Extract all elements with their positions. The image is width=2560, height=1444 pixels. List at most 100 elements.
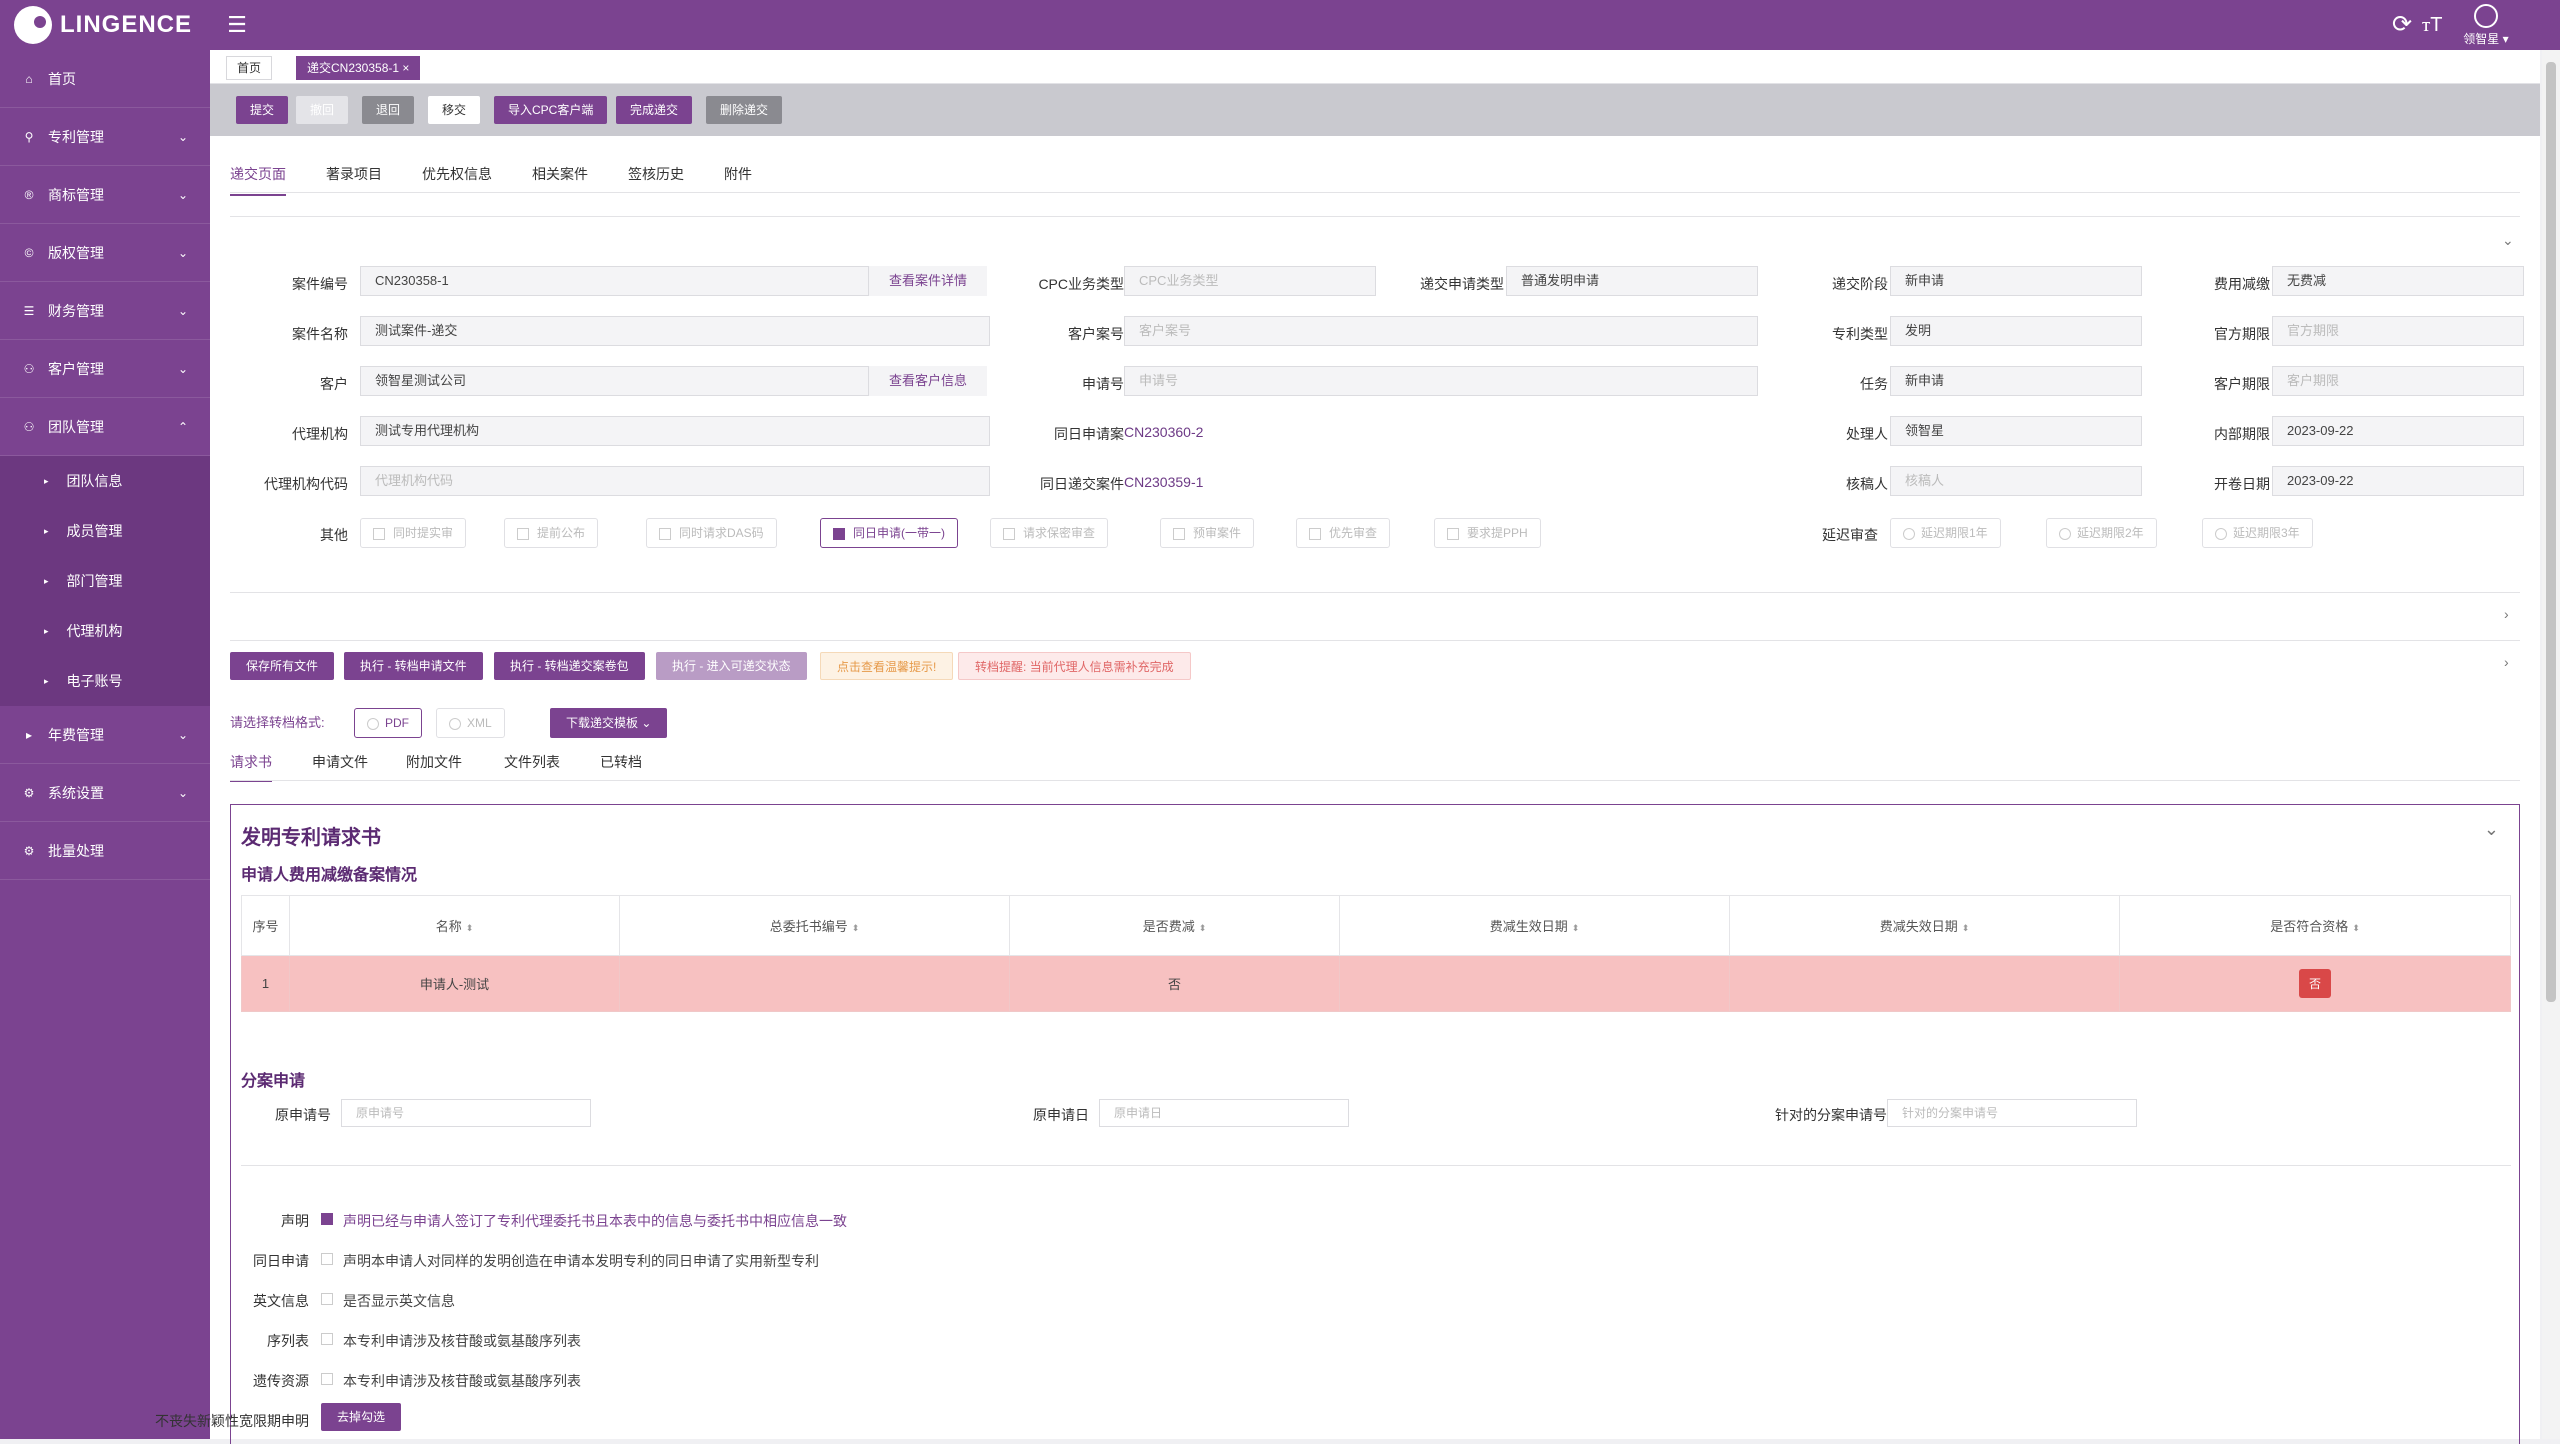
submit-button[interactable]: 提交 — [236, 96, 289, 124]
sidebar-item-finance[interactable]: ☰ 财务管理 ⌄ — [0, 282, 210, 340]
uncheck-button[interactable]: 去掉勾选 — [321, 1403, 402, 1431]
enter-submittable-button[interactable]: 执行 - 进入可递交状态 — [656, 652, 807, 680]
tab-priority[interactable]: 优先权信息 — [422, 166, 492, 182]
sidebar-item-patent[interactable]: ⚲ 专利管理 ⌄ — [0, 108, 210, 166]
save-all-files-button[interactable]: 保存所有文件 — [230, 652, 335, 680]
radio-delay-2y[interactable]: 延迟期限2年 — [2046, 518, 2157, 548]
page-tab-home[interactable]: 首页 — [226, 56, 273, 80]
sidebar-subitem-members[interactable]: ▸ 成员管理 — [0, 506, 210, 556]
sidebar-item-team[interactable]: ⚇ 团队管理 ⌃ — [0, 398, 210, 456]
decl-checkbox[interactable] — [321, 1213, 333, 1225]
view-case-button[interactable]: 查看案件详情 — [868, 266, 988, 296]
convert-package-button[interactable]: 执行 - 转档递交案卷包 — [494, 652, 645, 680]
chevron-right-icon[interactable]: › — [2504, 654, 2509, 670]
tab-app-files[interactable]: 申请文件 — [312, 754, 368, 770]
return-button[interactable]: 退回 — [362, 96, 415, 124]
page-tab-submission[interactable]: 递交CN230358-1 × — [296, 56, 421, 80]
radio-delay-3y[interactable]: 延迟期限3年 — [2202, 518, 2313, 548]
transfer-button[interactable]: 移交 — [428, 96, 481, 124]
tab-approval-history[interactable]: 签核历史 — [628, 166, 684, 182]
client-deadline-field[interactable]: 客户期限 — [2272, 366, 2524, 396]
table-row[interactable]: 1 申请人-测试 否 否 — [241, 955, 2511, 1012]
logo[interactable]: LINGENCE — [14, 6, 192, 44]
menu-toggle-icon[interactable]: ☰ — [227, 12, 247, 37]
tab-bibliographic[interactable]: 著录项目 — [326, 166, 382, 182]
agency-field[interactable]: 测试专用代理机构 — [360, 416, 990, 446]
checkbox-same-exam[interactable]: 同时提实审 — [360, 518, 467, 548]
sidebar-item-settings[interactable]: ⚙ 系统设置 ⌄ — [0, 764, 210, 822]
tab-converted[interactable]: 已转档 — [600, 754, 642, 770]
sidebar-subitem-departments[interactable]: ▸ 部门管理 — [0, 556, 210, 606]
stage-field[interactable]: 新申请 — [1890, 266, 2142, 296]
fee-field[interactable]: 无费减 — [2272, 266, 2524, 296]
official-deadline-field[interactable]: 官方期限 — [2272, 316, 2524, 346]
tab-request[interactable]: 请求书 — [230, 752, 272, 782]
radio-xml[interactable]: XML — [436, 708, 505, 738]
sidebar-item-copyright[interactable]: © 版权管理 ⌄ — [0, 224, 210, 282]
tab-file-list[interactable]: 文件列表 — [504, 754, 560, 770]
tips-button[interactable]: 点击查看温馨提示! — [820, 652, 954, 680]
complete-submission-button[interactable]: 完成递交 — [616, 96, 693, 124]
sameday-app-link[interactable]: CN230360-2 — [1124, 424, 1204, 440]
sameday-sub-link[interactable]: CN230359-1 — [1124, 474, 1204, 490]
scrollbar[interactable] — [2542, 50, 2560, 1439]
checkbox-early-publish[interactable]: 提前公布 — [504, 518, 599, 548]
case-name-field[interactable]: 测试案件-递交 — [360, 316, 990, 346]
user-menu[interactable]: 领智星 ▾ — [2456, 2, 2516, 48]
checkbox-pph[interactable]: 要求提PPH — [1434, 518, 1541, 548]
app-no-field[interactable]: 申请号 — [1124, 366, 1758, 396]
client-field[interactable]: 领智星测试公司 — [360, 366, 870, 396]
collapse-chevron-icon[interactable]: ⌄ — [2502, 232, 2514, 248]
target-field[interactable]: 针对的分案申请号 — [1887, 1099, 2137, 1127]
download-template-button[interactable]: 下载递交模板 ⌄ — [550, 708, 668, 738]
sidebar-item-trademark[interactable]: ® 商标管理 ⌄ — [0, 166, 210, 224]
col-header[interactable]: 总委托书编号 ⬍ — [619, 895, 1010, 956]
tab-submission-page[interactable]: 递交页面 — [230, 164, 286, 196]
orig-date-field[interactable]: 原申请日 — [1099, 1099, 1349, 1127]
sub-type-field[interactable]: 普通发明申请 — [1506, 266, 1758, 296]
col-header[interactable]: 是否费减 ⬍ — [1009, 895, 1340, 956]
sidebar-item-home[interactable]: ⌂ 首页 — [0, 50, 210, 108]
sidebar-item-client[interactable]: ⚇ 客户管理 ⌄ — [0, 340, 210, 398]
close-icon[interactable]: × — [402, 61, 410, 75]
reviewer-field[interactable]: 核稿人 — [1890, 466, 2142, 496]
withdraw-button[interactable]: 撤回 — [296, 96, 349, 124]
collapse-chevron-icon[interactable]: ⌄ — [2483, 819, 2499, 839]
sidebar-item-batch[interactable]: ⚙ 批量处理 — [0, 822, 210, 880]
sidebar-subitem-agencies[interactable]: ▸ 代理机构 — [0, 606, 210, 656]
checkbox-secrecy-review[interactable]: 请求保密审查 — [990, 518, 1109, 548]
tab-extra-files[interactable]: 附加文件 — [406, 754, 462, 770]
tab-attachments[interactable]: 附件 — [724, 166, 752, 182]
col-header[interactable]: 名称 ⬍ — [289, 895, 620, 956]
patent-type-field[interactable]: 发明 — [1890, 316, 2142, 346]
sidebar-subitem-team-info[interactable]: ▸ 团队信息 — [0, 456, 210, 506]
tab-related-cases[interactable]: 相关案件 — [532, 166, 588, 182]
decl-checkbox[interactable] — [321, 1253, 333, 1265]
open-date-field[interactable]: 2023-09-22 — [2272, 466, 2524, 496]
import-cpc-button[interactable]: 导入CPC客户端 — [494, 96, 608, 124]
col-header[interactable]: 费减失效日期 ⬍ — [1729, 895, 2120, 956]
decl-checkbox[interactable] — [321, 1333, 333, 1345]
view-client-button[interactable]: 查看客户信息 — [868, 366, 988, 396]
sidebar-subitem-e-accounts[interactable]: ▸ 电子账号 — [0, 656, 210, 706]
delete-submission-button[interactable]: 删除递交 — [706, 96, 783, 124]
internal-deadline-field[interactable]: 2023-09-22 — [2272, 416, 2524, 446]
agency-code-field[interactable]: 代理机构代码 — [360, 466, 990, 496]
radio-pdf[interactable]: PDF — [354, 708, 422, 738]
checkbox-same-day-app[interactable]: 同日申请(一带一) — [820, 518, 958, 548]
decl-checkbox[interactable] — [321, 1293, 333, 1305]
sidebar-item-annuity[interactable]: ▸ 年费管理 ⌄ — [0, 706, 210, 764]
refresh-icon[interactable]: ⟳ — [2392, 11, 2413, 38]
font-size-icon[interactable]: ꭲT — [2422, 14, 2443, 36]
col-header[interactable]: 费减生效日期 ⬍ — [1339, 895, 1730, 956]
checkbox-pre-exam[interactable]: 预审案件 — [1160, 518, 1255, 548]
handler-field[interactable]: 领智星 — [1890, 416, 2142, 446]
col-header[interactable]: 是否符合资格 ⬍ — [2119, 895, 2511, 956]
decl-checkbox[interactable] — [321, 1373, 333, 1385]
convert-app-files-button[interactable]: 执行 - 转档申请文件 — [344, 652, 483, 680]
cpc-type-field[interactable]: CPC业务类型 — [1124, 266, 1376, 296]
checkbox-priority-exam[interactable]: 优先审查 — [1296, 518, 1391, 548]
scrollbar-thumb[interactable] — [2546, 62, 2556, 1002]
case-no-field[interactable]: CN230358-1 — [360, 266, 870, 296]
chevron-right-icon[interactable]: › — [2504, 606, 2509, 622]
